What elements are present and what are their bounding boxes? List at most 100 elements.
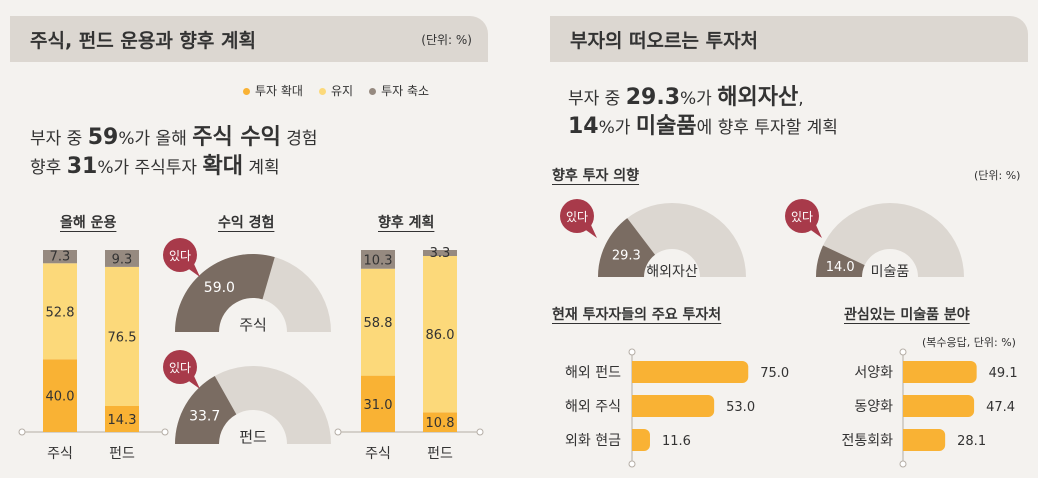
gauge-fill-art bbox=[816, 245, 865, 277]
gauge-bg-stock bbox=[175, 254, 331, 332]
hbar-value-art-0: 49.1 bbox=[989, 366, 1018, 381]
bar-label-0-1-0: 14.3 bbox=[108, 413, 137, 428]
hbar-category-main-0: 해외 펀드 bbox=[565, 365, 621, 381]
hbar-value-main-1: 53.0 bbox=[726, 400, 755, 415]
gauge-value-stock: 59.0 bbox=[204, 280, 235, 296]
bar-seg-2-0-2 bbox=[361, 250, 395, 269]
badge-fund bbox=[163, 350, 197, 384]
bar-label-0-1-1: 76.5 bbox=[108, 330, 137, 345]
badge-tail-stock bbox=[186, 264, 200, 277]
left-title: 주식, 펀드 운용과 향후 계획 bbox=[30, 30, 256, 52]
bar-label-0-0-0: 40.0 bbox=[46, 390, 75, 405]
left-headline-line2: 향후 31%가 주식투자 확대 계획 bbox=[30, 154, 280, 179]
bar-seg-0-1-1 bbox=[105, 266, 139, 406]
badge-art bbox=[785, 199, 819, 233]
subtitle-intent: 향후 투자 의향 bbox=[552, 168, 640, 184]
bar-seg-2-1-0 bbox=[423, 412, 457, 432]
subtitle-main-targets: 현재 투자자들의 주요 투자처 bbox=[552, 307, 722, 323]
gauge-label-overseas: 해외자산 bbox=[646, 264, 698, 280]
bar-label-2-0-1: 58.8 bbox=[364, 316, 393, 331]
subtitle-art: 관심있는 미술품 분야 bbox=[844, 307, 970, 323]
bar-label-0-0-2: 7.3 bbox=[50, 250, 71, 265]
category-label-0-1: 펀드 bbox=[109, 446, 135, 462]
bar-label-2-1-2: 3.3 bbox=[430, 246, 451, 261]
subtitle-profit: 수익 경험 bbox=[218, 215, 275, 231]
gauge-fill-overseas bbox=[598, 218, 656, 277]
gauge-label-stock: 주식 bbox=[239, 316, 267, 334]
gauge-bg-fund bbox=[175, 366, 331, 444]
left-headline-line1: 부자 중 59%가 올해 주식 수익 경험 bbox=[30, 125, 318, 150]
hbar-value-art-1: 47.4 bbox=[986, 400, 1015, 415]
badge-tail-art bbox=[808, 225, 822, 238]
badge-text-fund: 있다 bbox=[169, 361, 191, 375]
bar-label-2-0-2: 10.3 bbox=[364, 253, 393, 268]
subtitle-future-plan: 향후 계획 bbox=[378, 215, 435, 231]
axis-end-right-2 bbox=[476, 428, 484, 436]
hbar-axis-bottom-art bbox=[899, 460, 907, 468]
right-title: 부자의 떠오르는 투자처 bbox=[570, 30, 759, 52]
badge-tail-fund bbox=[186, 376, 200, 389]
axis-end-right-0 bbox=[161, 428, 169, 436]
right-header: 부자의 떠오르는 투자처 bbox=[550, 16, 1028, 62]
legend-item-keep: 유지 bbox=[318, 82, 353, 99]
gauge-bg-overseas bbox=[598, 203, 746, 277]
axis-end-left-0 bbox=[18, 428, 26, 436]
hbar-main-1 bbox=[632, 395, 715, 417]
bar-seg-2-1-1 bbox=[423, 256, 457, 413]
category-label-2-0: 주식 bbox=[365, 446, 391, 462]
bar-seg-2-0-1 bbox=[361, 268, 395, 376]
right-headline-line1: 부자 중 29.3%가 해외자산, bbox=[568, 85, 804, 110]
axis-end-left-2 bbox=[334, 428, 342, 436]
badge-stock bbox=[163, 238, 197, 272]
badge-text-overseas: 있다 bbox=[566, 210, 588, 224]
hbar-art-0 bbox=[903, 361, 977, 383]
hbar-category-art-1: 동양화 bbox=[854, 399, 893, 415]
hbar-axis-bottom-main bbox=[628, 460, 636, 468]
hbar-art-1 bbox=[903, 395, 975, 417]
bar-seg-2-1-2 bbox=[423, 250, 457, 256]
badge-text-stock: 있다 bbox=[169, 249, 191, 263]
hbar-category-main-1: 해외 주식 bbox=[565, 399, 621, 415]
bar-seg-2-0-0 bbox=[361, 375, 395, 432]
hbar-category-art-0: 서양화 bbox=[854, 365, 893, 381]
hbar-main-0 bbox=[632, 361, 749, 383]
bar-label-2-0-0: 31.0 bbox=[364, 398, 393, 413]
intent-unit: (단위: %) bbox=[974, 169, 1021, 182]
art-unit: (복수응답, 단위: %) bbox=[922, 336, 1016, 349]
hbar-art-2 bbox=[903, 429, 946, 451]
bar-label-2-1-1: 86.0 bbox=[426, 328, 455, 343]
right-headline-line2: 14%가 미술품에 향후 투자할 계획 bbox=[568, 114, 838, 139]
badge-overseas bbox=[560, 199, 594, 233]
gauge-value-overseas: 29.3 bbox=[612, 248, 641, 263]
legend-item-reduce: 투자 축소 bbox=[369, 82, 429, 99]
hbar-category-main-2: 외화 현금 bbox=[565, 433, 621, 449]
category-label-0-0: 주식 bbox=[47, 446, 73, 462]
category-label-2-1: 펀드 bbox=[427, 446, 453, 462]
hbar-axis-top-main bbox=[628, 348, 636, 356]
gauge-label-art: 미술품 bbox=[871, 264, 910, 280]
bar-label-2-1-0: 10.8 bbox=[426, 416, 455, 431]
hbar-value-main-2: 11.6 bbox=[662, 434, 691, 449]
hbar-axis-top-art bbox=[899, 348, 907, 356]
gauge-fill-fund bbox=[175, 376, 237, 444]
left-headline: 부자 중 59%가 올해 주식 수익 경험 향후 31%가 주식투자 확대 계획 bbox=[30, 124, 318, 182]
hbar-value-main-0: 75.0 bbox=[760, 366, 789, 381]
subtitle-this-year: 올해 운용 bbox=[60, 215, 117, 231]
hbar-category-art-2: 전통회화 bbox=[841, 433, 893, 449]
left-unit: (단위: %) bbox=[421, 33, 472, 47]
badge-tail-overseas bbox=[583, 225, 597, 238]
gauge-fill-stock bbox=[175, 254, 275, 332]
hbar-main-2 bbox=[632, 429, 650, 451]
gauge-value-fund: 33.7 bbox=[189, 409, 220, 425]
legend: 투자 확대 유지 투자 축소 bbox=[243, 82, 429, 99]
left-header: 주식, 펀드 운용과 향후 계획 (단위: %) bbox=[10, 16, 488, 62]
badge-text-art: 있다 bbox=[791, 210, 813, 224]
bar-seg-0-1-0 bbox=[105, 406, 139, 432]
bar-label-0-1-2: 9.3 bbox=[112, 252, 133, 267]
bar-seg-0-0-2 bbox=[43, 250, 77, 264]
right-headline: 부자 중 29.3%가 해외자산, 14%가 미술품에 향후 투자할 계획 bbox=[568, 84, 838, 142]
bar-label-0-0-1: 52.8 bbox=[46, 305, 75, 320]
bar-seg-0-0-0 bbox=[43, 359, 77, 432]
bar-seg-0-0-1 bbox=[43, 263, 77, 360]
